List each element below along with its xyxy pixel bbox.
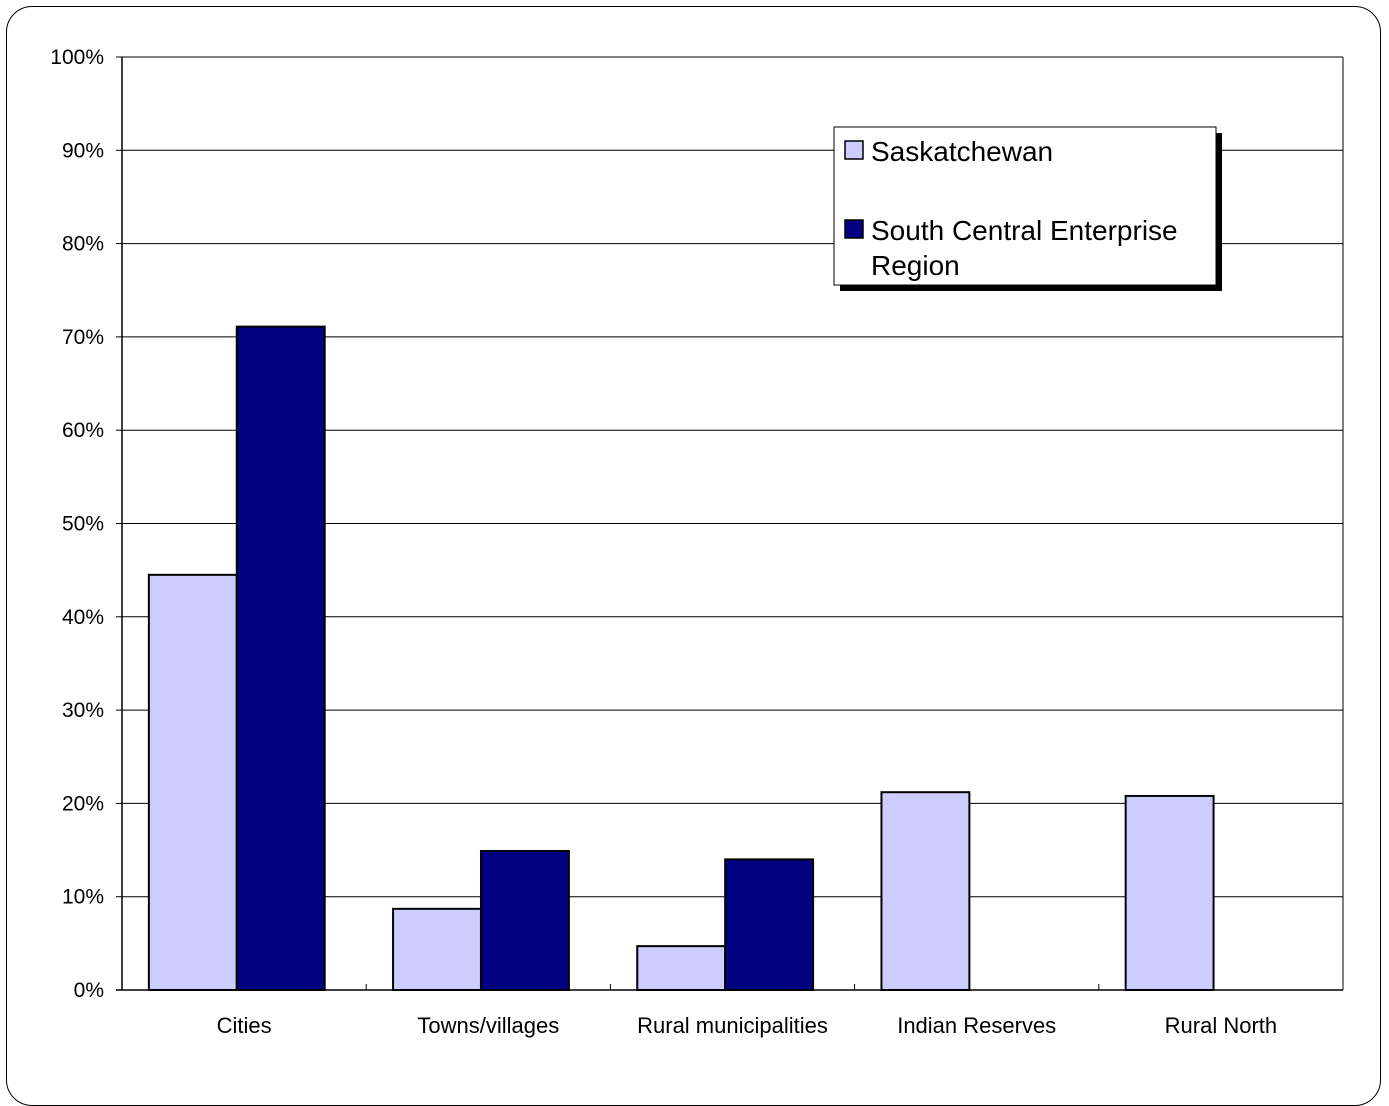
y-tick-label: 80% xyxy=(62,233,104,256)
legend-label-south-central: South Central Enterprise xyxy=(871,215,1178,246)
y-tick-label: 60% xyxy=(62,419,104,442)
y-tick-label: 20% xyxy=(62,792,104,815)
x-category-label: Indian Reserves xyxy=(897,1013,1056,1038)
bar-saskatchewan-cities xyxy=(147,573,238,991)
y-tick-label: 50% xyxy=(62,513,104,536)
legend-box xyxy=(833,126,1217,286)
y-tick-label: 100% xyxy=(50,46,104,69)
x-category-label: Rural municipalities xyxy=(637,1013,828,1038)
y-tick-label: 0% xyxy=(74,979,104,1002)
bar-south-central-enterprise-region-rural-municipalities xyxy=(724,858,815,991)
legend-swatch-saskatchewan xyxy=(844,140,864,160)
y-tick-label: 70% xyxy=(62,326,104,349)
bar-saskatchewan-rural-north xyxy=(1124,794,1215,991)
axes xyxy=(116,57,1343,991)
bar-chart: 0% 10% 20% 30% 40% 50% 60% 70% 80% 90% 100% Cities… xyxy=(50,46,1344,1038)
x-category-label: Rural North xyxy=(1165,1013,1277,1038)
legend-label-south-central-line2: Region xyxy=(871,250,960,281)
y-tick-label: 30% xyxy=(62,699,104,722)
legend-swatch-south-central xyxy=(844,219,864,239)
y-axis-ticks: 0% 10% 20% 30% 40% 50% 60% 70% 80% 90% 100% xyxy=(50,46,122,1002)
legend: Saskatchewan South Central Enterprise Re… xyxy=(833,126,1222,291)
bar-saskatchewan-towns-villages xyxy=(392,907,482,991)
y-tick-label: 10% xyxy=(62,886,104,909)
x-category-label: Cities xyxy=(217,1013,272,1038)
x-category-label: Towns/villages xyxy=(417,1013,559,1038)
y-tick-label: 40% xyxy=(62,606,104,629)
x-axis-labels: Cities Towns/villages Rural municipalities… xyxy=(217,1013,1278,1038)
bar-south-central-enterprise-region-cities xyxy=(235,325,326,991)
bars xyxy=(147,325,1215,991)
legend-label-saskatchewan: Saskatchewan xyxy=(871,136,1053,167)
y-tick-label: 90% xyxy=(62,139,104,162)
bar-saskatchewan-rural-municipalities xyxy=(636,945,727,991)
bar-saskatchewan-indian-reserves xyxy=(880,791,971,991)
bar-south-central-enterprise-region-towns-villages xyxy=(479,849,570,991)
